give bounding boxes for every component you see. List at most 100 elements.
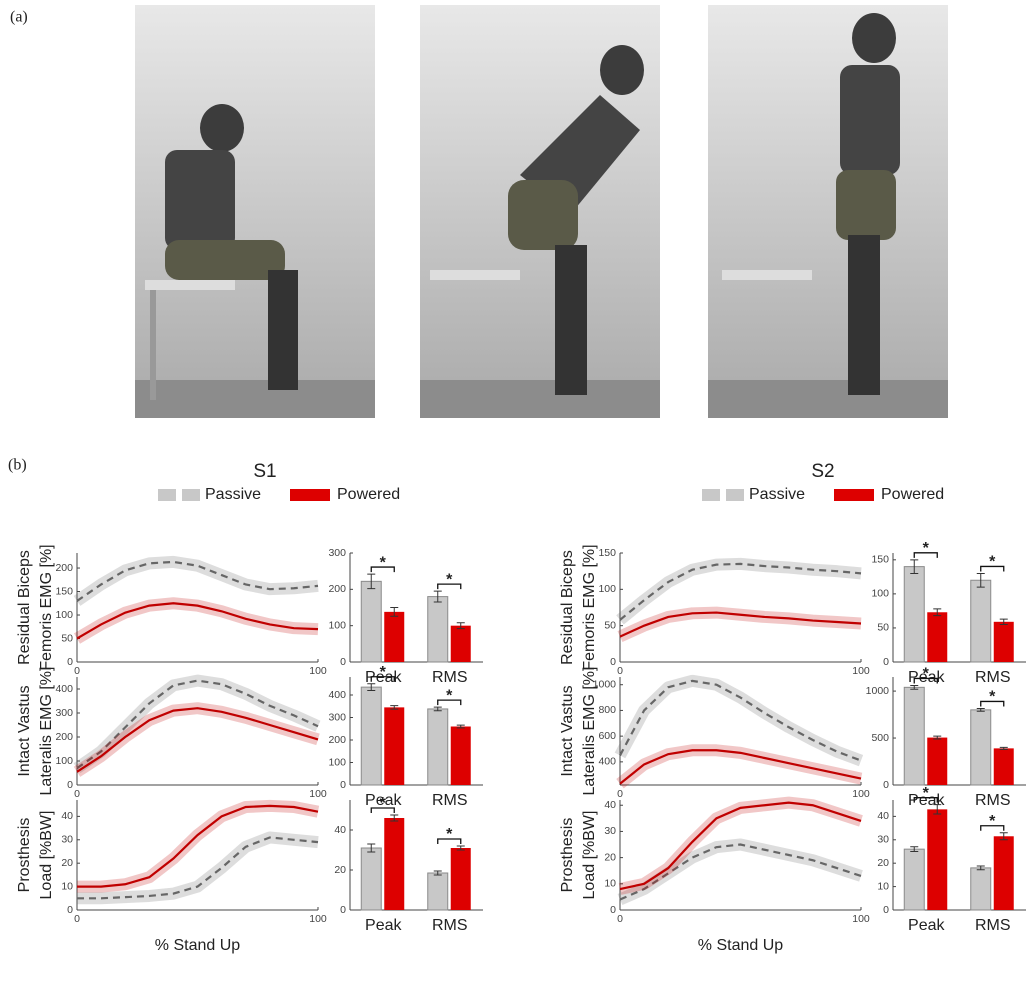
y-tick-label: 1000: [866, 685, 890, 697]
significance-mark: *: [446, 571, 453, 588]
significance-mark: *: [380, 554, 387, 571]
y-tick-label: 20: [877, 857, 889, 869]
y-tick-label: 200: [55, 562, 73, 574]
y-tick-label: 20: [604, 851, 616, 863]
bar: [927, 738, 947, 785]
y-axis-label: Load [%BW]: [581, 811, 598, 900]
line-band: [77, 708, 318, 772]
y-tick-label: 0: [883, 904, 889, 916]
x-tick-label: 100: [309, 913, 327, 925]
y-tick-label: 50: [877, 622, 889, 634]
y-tick-label: 0: [883, 656, 889, 668]
bar: [428, 597, 448, 662]
y-tick-label: 100: [55, 755, 73, 767]
legend-label: Passive: [749, 486, 805, 503]
x-tick-label: 100: [309, 788, 327, 800]
x-tick-label: RMS: [432, 917, 468, 934]
y-tick-label: 300: [328, 711, 346, 723]
significance-mark: *: [380, 795, 387, 812]
x-tick-label: Peak: [908, 917, 945, 934]
x-tick-label: Peak: [365, 917, 402, 934]
significance-mark: *: [989, 689, 996, 706]
bar: [384, 612, 404, 662]
subject-title: S1: [253, 461, 276, 482]
y-axis-label: Lateralis EMG [%]: [38, 667, 55, 796]
line-band: [77, 603, 318, 638]
y-tick-label: 0: [67, 904, 73, 916]
x-tick-label: RMS: [975, 917, 1011, 934]
x-tick-label: RMS: [432, 669, 468, 686]
y-tick-label: 10: [604, 878, 616, 890]
y-tick-label: 150: [55, 585, 73, 597]
y-tick-label: 30: [604, 825, 616, 837]
x-tick-label: 100: [852, 913, 870, 925]
y-tick-label: 0: [610, 904, 616, 916]
bar: [904, 567, 924, 662]
y-tick-label: 400: [55, 683, 73, 695]
y-tick-label: 0: [610, 656, 616, 668]
bar: [451, 727, 471, 786]
bar: [904, 849, 924, 910]
y-tick-label: 100: [328, 756, 346, 768]
page: (a) (b) S1PassivePoweredS2PassivePowered…: [0, 0, 1029, 990]
line-band: [77, 562, 318, 601]
y-tick-label: 40: [334, 824, 346, 836]
y-tick-label: 0: [340, 656, 346, 668]
y-tick-label: 200: [328, 583, 346, 595]
y-tick-label: 0: [340, 904, 346, 916]
y-tick-label: 20: [61, 857, 73, 869]
y-tick-label: 50: [604, 619, 616, 631]
bar: [384, 707, 404, 785]
significance-mark: *: [923, 540, 930, 557]
y-tick-label: 150: [871, 554, 889, 566]
x-axis-label: % Stand Up: [155, 937, 240, 954]
y-tick-label: 30: [61, 834, 73, 846]
x-tick-label: 0: [74, 788, 80, 800]
bar: [971, 580, 991, 662]
y-axis-label: Prosthesis: [16, 818, 33, 893]
line-band: [77, 806, 318, 887]
y-tick-label: 50: [61, 632, 73, 644]
bar: [971, 710, 991, 785]
bar: [994, 748, 1014, 785]
x-tick-label: 0: [74, 913, 80, 925]
x-tick-label: RMS: [975, 792, 1011, 809]
photo: [708, 5, 948, 418]
bar: [361, 581, 381, 662]
bar: [428, 709, 448, 785]
bar: [451, 626, 471, 662]
panel-label: (a): [10, 9, 28, 26]
bar: [927, 612, 947, 662]
legend-swatch: [702, 489, 720, 501]
x-tick-label: 0: [617, 665, 623, 677]
y-tick-label: 400: [328, 689, 346, 701]
y-tick-label: 40: [877, 810, 889, 822]
bar: [384, 818, 404, 910]
significance-mark: *: [989, 813, 996, 830]
bar: [994, 836, 1014, 910]
y-tick-label: 0: [67, 779, 73, 791]
y-tick-label: 300: [55, 707, 73, 719]
y-tick-label: 30: [877, 834, 889, 846]
y-tick-label: 10: [61, 880, 73, 892]
x-tick-label: 100: [852, 788, 870, 800]
bar: [971, 868, 991, 910]
y-tick-label: 0: [67, 656, 73, 668]
line: [77, 806, 318, 887]
y-tick-label: 800: [598, 704, 616, 716]
panel-label: (b): [8, 457, 27, 474]
figure: (a) (b) S1PassivePoweredS2PassivePowered…: [0, 0, 1029, 990]
x-tick-label: RMS: [432, 792, 468, 809]
bar: [361, 687, 381, 785]
significance-mark: *: [446, 826, 453, 843]
bar: [451, 848, 471, 910]
x-tick-label: 0: [617, 913, 623, 925]
x-tick-label: RMS: [975, 669, 1011, 686]
x-tick-label: 0: [74, 665, 80, 677]
y-axis-label: Femoris EMG [%]: [581, 544, 598, 670]
y-tick-label: 200: [55, 731, 73, 743]
y-tick-label: 100: [328, 619, 346, 631]
x-axis-label: % Stand Up: [698, 937, 783, 954]
significance-mark: *: [923, 785, 930, 802]
x-tick-label: 100: [852, 665, 870, 677]
